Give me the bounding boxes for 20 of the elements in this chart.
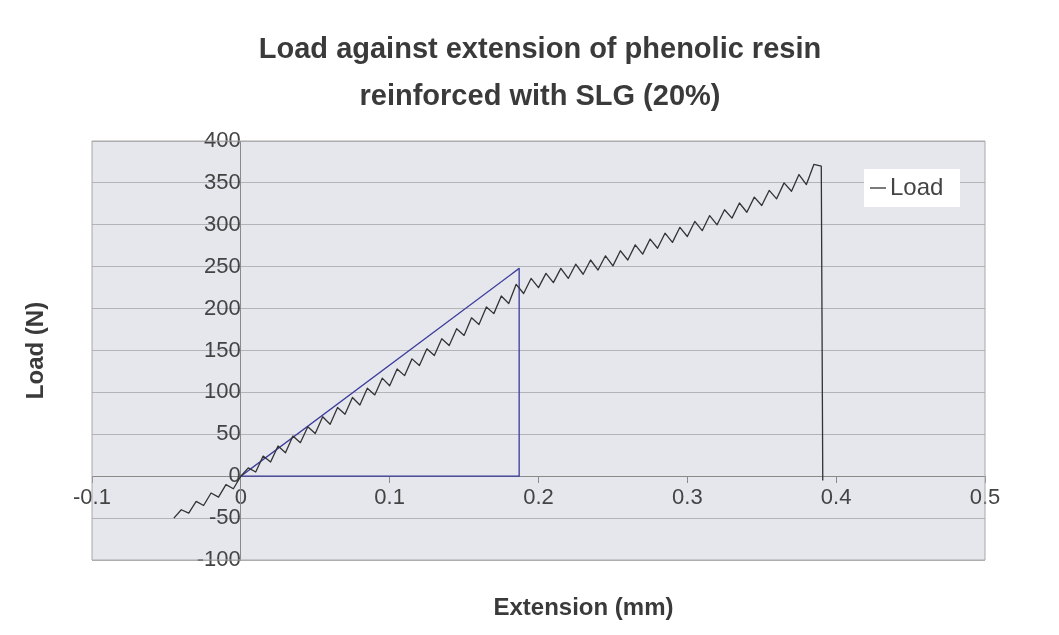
chart-title: Load against extension of phenolic resin reinforced with SLG (20%) bbox=[258, 32, 822, 111]
x-tick-label: 0.5 bbox=[969, 484, 1001, 510]
y-tick-label: -100 bbox=[196, 546, 241, 572]
y-tick-label: 400 bbox=[204, 127, 241, 153]
y-tick-label: 50 bbox=[216, 420, 241, 446]
y-tick-label: 100 bbox=[204, 378, 241, 404]
y-tick-label: 350 bbox=[204, 168, 241, 194]
x-tick-label: 0.3 bbox=[672, 484, 703, 510]
y-axis-title: Load (N) bbox=[20, 301, 48, 400]
x-tick-label: 0.4 bbox=[820, 484, 852, 510]
y-tick-label: 250 bbox=[204, 252, 241, 278]
x-axis-title: Extension (mm) bbox=[493, 592, 674, 620]
legend-label: Load bbox=[890, 172, 944, 200]
y-tick-label: -50 bbox=[209, 504, 241, 530]
x-tick-label: -0.1 bbox=[73, 484, 111, 510]
y-tick-label: 300 bbox=[204, 210, 241, 236]
x-tick-label: 0.2 bbox=[523, 484, 554, 510]
y-tick-label: 200 bbox=[204, 294, 241, 320]
x-tick-label: 0.1 bbox=[374, 484, 405, 510]
y-tick-label: 150 bbox=[204, 336, 241, 362]
